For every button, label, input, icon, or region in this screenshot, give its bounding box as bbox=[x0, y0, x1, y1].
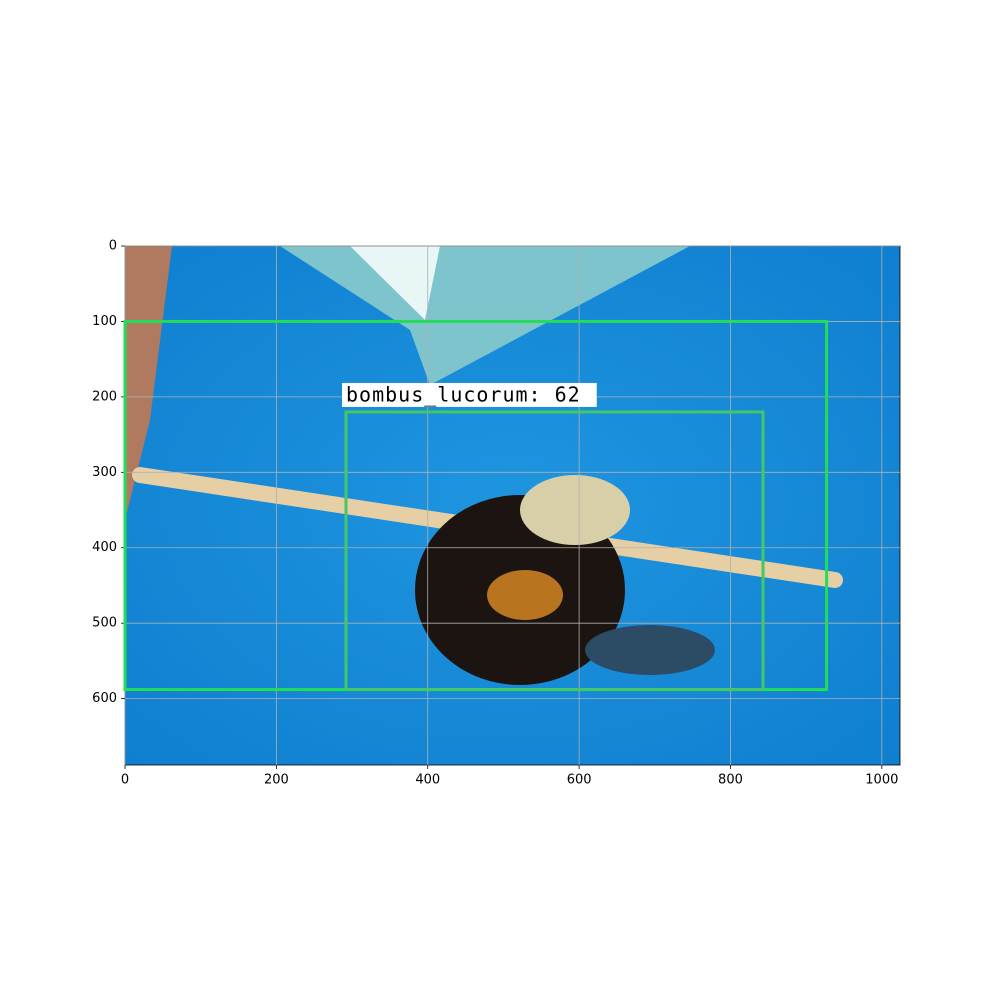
photo bbox=[125, 246, 900, 765]
y-tick-label: 200 bbox=[92, 389, 117, 404]
x-tick-label: 400 bbox=[415, 773, 440, 788]
photo-bee-fur bbox=[520, 475, 630, 545]
overlay: bombus_lucorum: 62 bbox=[123, 319, 829, 692]
bounding-box bbox=[344, 410, 765, 692]
y-tick-label: 300 bbox=[92, 465, 117, 480]
y-tick-label: 400 bbox=[92, 540, 117, 555]
y-tick-label: 600 bbox=[92, 691, 117, 706]
box-label: bombus_lucorum: 62 bbox=[346, 382, 581, 406]
y-tick-label: 100 bbox=[92, 314, 117, 329]
x-tick-label: 800 bbox=[718, 773, 743, 788]
x-tick-label: 200 bbox=[264, 773, 289, 788]
photo-wedge bbox=[280, 246, 690, 385]
y-tick-label: 0 bbox=[109, 239, 117, 254]
photo-bee-wing bbox=[585, 625, 715, 675]
photo-finger bbox=[125, 246, 172, 520]
box-label-background bbox=[341, 382, 597, 407]
y-tick-label: 500 bbox=[92, 616, 117, 631]
x-tick-label: 0 bbox=[121, 773, 129, 788]
photo-bee-band bbox=[487, 570, 563, 620]
x-tick-label: 600 bbox=[567, 773, 592, 788]
photo-highlight bbox=[350, 246, 440, 320]
x-tick-label: 1000 bbox=[865, 773, 898, 788]
